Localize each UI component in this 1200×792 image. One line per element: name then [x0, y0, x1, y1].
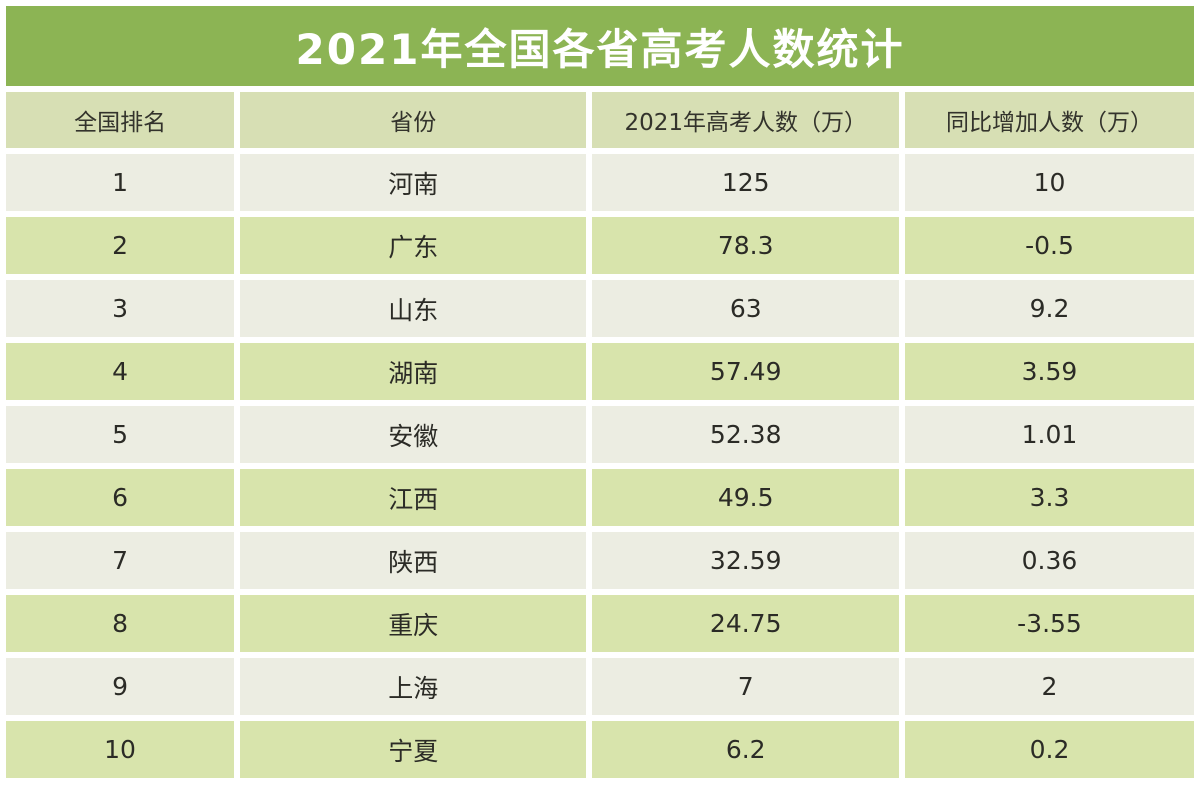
column-header-province: 省份 [240, 92, 587, 148]
increase-cell: 3.59 [904, 343, 1194, 400]
rank-cell: 6 [6, 469, 235, 526]
province-cell: 湖南 [240, 343, 587, 400]
increase-cell: 1.01 [904, 406, 1194, 463]
increase-cell: -0.5 [904, 217, 1194, 274]
table-row: 9 上海 7 2 [6, 658, 1194, 715]
table-row: 3 山东 63 9.2 [6, 280, 1194, 337]
page-title: 2021年全国各省高考人数统计 [6, 6, 1194, 86]
increase-cell: 0.36 [904, 532, 1194, 589]
count-cell: 7 [592, 658, 899, 715]
rank-cell: 4 [6, 343, 235, 400]
table-row: 1 河南 125 10 [6, 154, 1194, 211]
count-cell: 63 [592, 280, 899, 337]
rank-cell: 5 [6, 406, 235, 463]
rank-cell: 7 [6, 532, 235, 589]
increase-cell: 0.2 [904, 721, 1194, 778]
table-row: 6 江西 49.5 3.3 [6, 469, 1194, 526]
count-cell: 6.2 [592, 721, 899, 778]
province-cell: 山东 [240, 280, 587, 337]
province-cell: 上海 [240, 658, 587, 715]
table-row: 2 广东 78.3 -0.5 [6, 217, 1194, 274]
province-cell: 河南 [240, 154, 587, 211]
count-cell: 49.5 [592, 469, 899, 526]
count-cell: 24.75 [592, 595, 899, 652]
increase-cell: 10 [904, 154, 1194, 211]
column-header-yoy-increase: 同比增加人数（万） [904, 92, 1194, 148]
count-cell: 57.49 [592, 343, 899, 400]
count-cell: 52.38 [592, 406, 899, 463]
table-row: 4 湖南 57.49 3.59 [6, 343, 1194, 400]
header-row: 全国排名 省份 2021年高考人数（万） 同比增加人数（万） [6, 92, 1194, 148]
rank-cell: 1 [6, 154, 235, 211]
increase-cell: -3.55 [904, 595, 1194, 652]
table-row: 7 陕西 32.59 0.36 [6, 532, 1194, 589]
rank-cell: 2 [6, 217, 235, 274]
table-row: 10 宁夏 6.2 0.2 [6, 721, 1194, 778]
province-cell: 安徽 [240, 406, 587, 463]
column-header-count-2021: 2021年高考人数（万） [592, 92, 899, 148]
province-cell: 宁夏 [240, 721, 587, 778]
province-cell: 重庆 [240, 595, 587, 652]
rank-cell: 8 [6, 595, 235, 652]
increase-cell: 2 [904, 658, 1194, 715]
title-row: 2021年全国各省高考人数统计 [6, 6, 1194, 86]
count-cell: 32.59 [592, 532, 899, 589]
rank-cell: 10 [6, 721, 235, 778]
table-row: 8 重庆 24.75 -3.55 [6, 595, 1194, 652]
column-header-rank: 全国排名 [6, 92, 235, 148]
count-cell: 78.3 [592, 217, 899, 274]
rank-cell: 3 [6, 280, 235, 337]
increase-cell: 3.3 [904, 469, 1194, 526]
rank-cell: 9 [6, 658, 235, 715]
province-cell: 江西 [240, 469, 587, 526]
province-cell: 广东 [240, 217, 587, 274]
increase-cell: 9.2 [904, 280, 1194, 337]
table-row: 5 安徽 52.38 1.01 [6, 406, 1194, 463]
count-cell: 125 [592, 154, 899, 211]
province-cell: 陕西 [240, 532, 587, 589]
